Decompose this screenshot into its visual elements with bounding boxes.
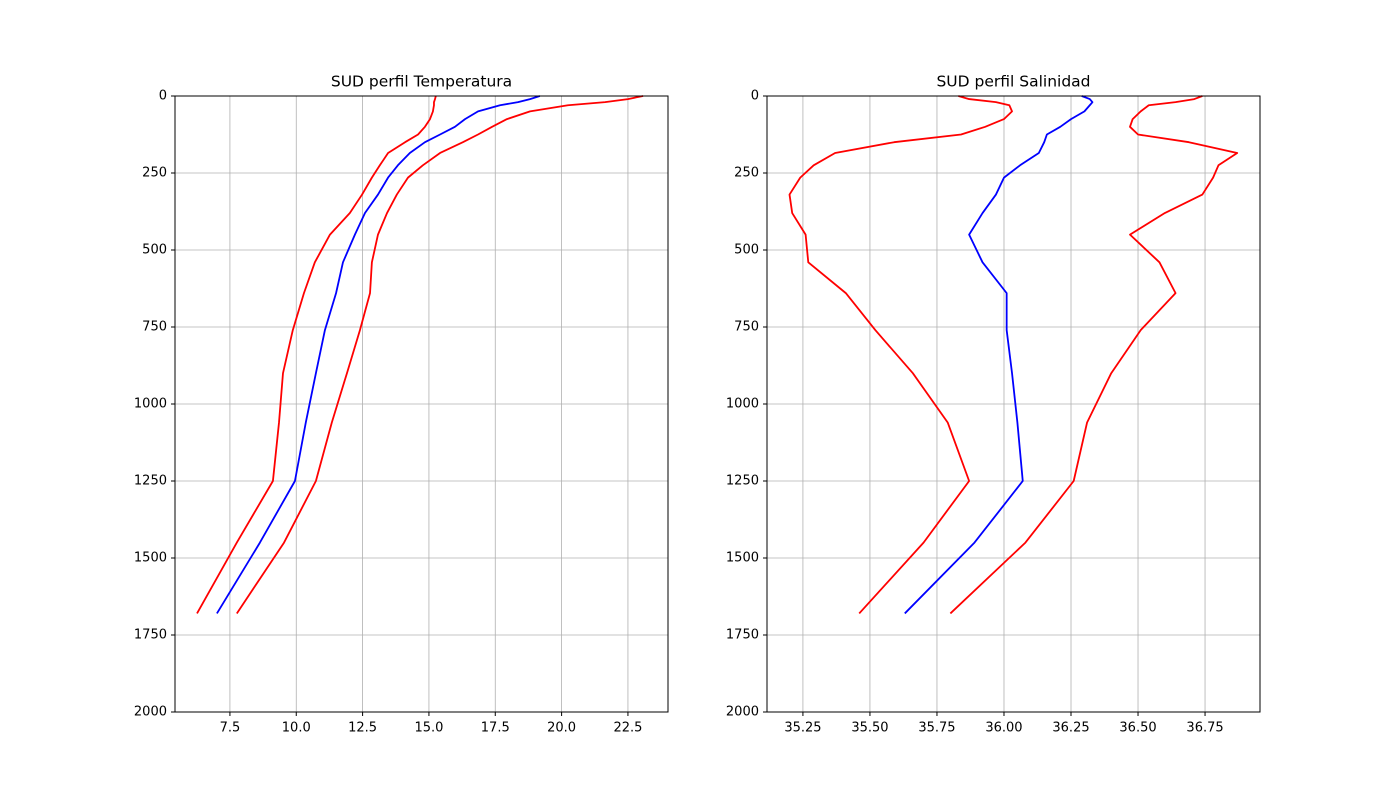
y-tick-label: 2000 <box>134 705 167 720</box>
plot-frame <box>174 95 669 713</box>
chart-title: SUD perfil Salinidad <box>936 73 1090 91</box>
y-tick-label: 1250 <box>726 474 759 489</box>
y-tick-label: 250 <box>142 166 167 181</box>
profile-line <box>904 95 1094 615</box>
y-tick-label: 500 <box>142 243 167 258</box>
x-tick-label: 20.0 <box>547 721 576 736</box>
plot-frame <box>766 95 1261 713</box>
y-tick-label: 500 <box>734 243 759 258</box>
chart-title: SUD perfil Temperatura <box>331 73 512 91</box>
y-tick-label: 1750 <box>726 628 759 643</box>
profile-line <box>788 95 1013 615</box>
x-tick-label: 15.0 <box>414 721 443 736</box>
profile-line <box>949 95 1239 615</box>
profile-line <box>216 95 541 614</box>
x-tick-label: 22.5 <box>613 721 642 736</box>
x-tick-label: 10.0 <box>282 721 311 736</box>
x-tick-label: 36.00 <box>985 721 1022 736</box>
x-tick-label: 7.5 <box>220 721 241 736</box>
y-tick-label: 1000 <box>726 397 759 412</box>
y-tick-label: 750 <box>734 320 759 335</box>
y-tick-label: 0 <box>159 89 167 104</box>
y-tick-label: 750 <box>142 320 167 335</box>
y-tick-label: 1750 <box>134 628 167 643</box>
y-tick-label: 250 <box>734 166 759 181</box>
x-tick-label: 17.5 <box>481 721 510 736</box>
x-tick-label: 35.75 <box>918 721 955 736</box>
x-tick-label: 12.5 <box>348 721 377 736</box>
y-tick-label: 1500 <box>726 551 759 566</box>
x-tick-label: 35.25 <box>784 721 821 736</box>
x-tick-label: 35.50 <box>851 721 888 736</box>
profile-line <box>236 95 644 614</box>
x-tick-label: 36.75 <box>1186 721 1223 736</box>
y-tick-label: 2000 <box>726 705 759 720</box>
profile-line <box>196 95 437 614</box>
y-tick-label: 1500 <box>134 551 167 566</box>
y-tick-label: 0 <box>751 89 759 104</box>
y-tick-label: 1250 <box>134 474 167 489</box>
x-tick-label: 36.50 <box>1119 721 1156 736</box>
x-tick-label: 36.25 <box>1052 721 1089 736</box>
y-tick-label: 1000 <box>134 397 167 412</box>
